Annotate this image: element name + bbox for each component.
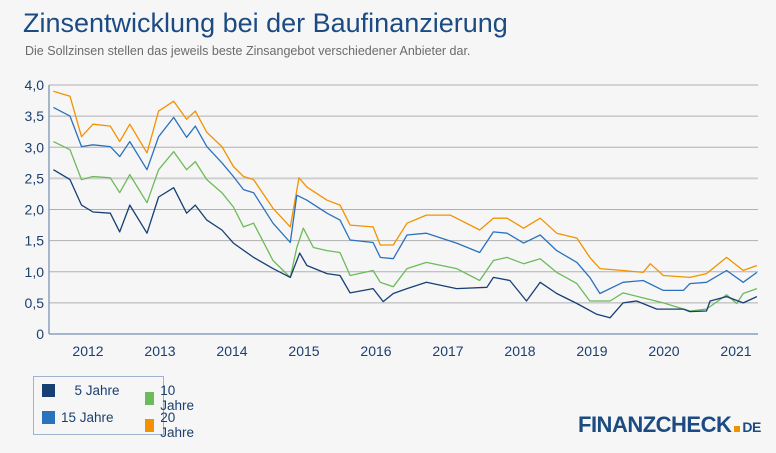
finanzcheck-logo: FINANZCHECK DE [578,412,761,438]
x-tick-label: 2020 [648,343,679,359]
page-title: Zinsentwicklung bei der Baufinanzierung [23,8,508,38]
x-tick-label: 2018 [504,343,535,359]
x-tick-label: 2017 [432,343,463,359]
y-tick-label: 3,5 [25,108,45,124]
x-tick-label: 2021 [720,343,751,359]
y-tick-label: 2,0 [25,202,45,218]
logo-suffix: DE [742,419,761,435]
x-tick-label: 2013 [144,343,175,359]
y-tick-label: 1,0 [25,264,45,280]
series-line-10-jahre [53,141,758,312]
legend-label: 5 Jahre [61,383,120,398]
legend-item: 10 Jahre [145,383,198,413]
series-line-5-jahre [53,169,758,319]
legend-item: 20 Jahre [145,410,198,440]
x-tick-label: 2014 [216,343,247,359]
y-tick-label: 2,5 [25,170,45,186]
chart-legend: 5 Jahre 10 Jahre 15 Jahre 20 Jahre [33,376,194,440]
logo-dot [734,426,741,432]
x-tick-label: 2016 [360,343,391,359]
logo-text: FINANZCHECK [578,412,732,437]
legend-swatch [42,411,55,424]
series-line-15-jahre [53,106,758,295]
legend-item: 15 Jahre [42,410,114,425]
y-tick-label: 1,5 [25,233,45,249]
legend-swatch [145,391,155,405]
x-tick-label: 2015 [288,343,319,359]
y-tick-label: 3,0 [25,139,45,155]
series-line-20-jahre [53,90,758,279]
legend-label: 15 Jahre [61,410,114,425]
legend-item: 5 Jahre [42,383,120,398]
legend-swatch [145,418,155,432]
y-tick-label: 0 [36,326,44,342]
x-tick-label: 2019 [576,343,607,359]
legend-label: 10 Jahre [160,383,195,413]
legend-swatch [42,384,55,397]
x-tick-label: 2012 [72,343,103,359]
page-subtitle: Die Sollzinsen stellen das jeweils beste… [25,44,471,58]
y-tick-label: 0,5 [25,295,45,311]
y-tick-label: 4,0 [25,77,45,93]
legend-label: 20 Jahre [160,410,195,440]
